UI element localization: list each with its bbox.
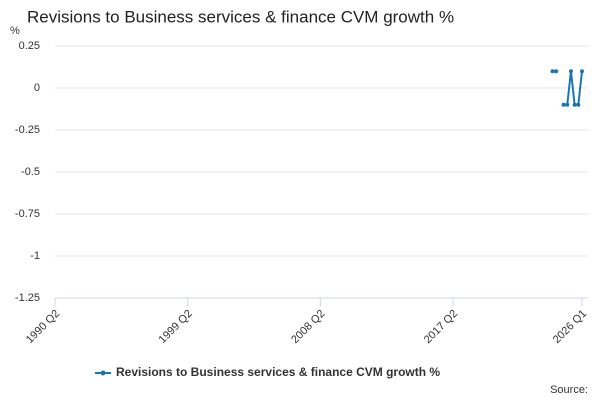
point [561,102,566,107]
legend-marker [100,370,106,376]
point [565,102,570,107]
y-tick-label: -0.5 [21,166,40,178]
x-tick-label: 2017 Q2 [422,308,460,346]
source: Source: [550,384,588,396]
chart-title: Revisions to Business services & finance… [27,7,454,26]
y-tick-label: 0 [34,82,40,94]
point [568,69,573,74]
point [576,102,581,107]
point [572,102,577,107]
legend-label: Revisions to Business services & finance… [116,365,440,379]
x-tick-label: 1990 Q2 [24,308,62,346]
x-tick-label: 2008 Q2 [289,308,327,346]
y-tick-label: 0.25 [19,40,40,52]
point [554,69,559,74]
y-tick-label: -1.25 [15,292,40,304]
y-tick-label: -0.75 [15,208,40,220]
point [580,69,584,74]
x-tick-label: 2026 Q1 [551,308,589,346]
point [550,69,555,74]
y-tick-label: -1 [30,250,40,262]
y-tick-label: -0.25 [15,124,40,136]
y-axis-label: % [10,25,20,37]
x-tick-label: 1999 Q2 [157,308,195,346]
